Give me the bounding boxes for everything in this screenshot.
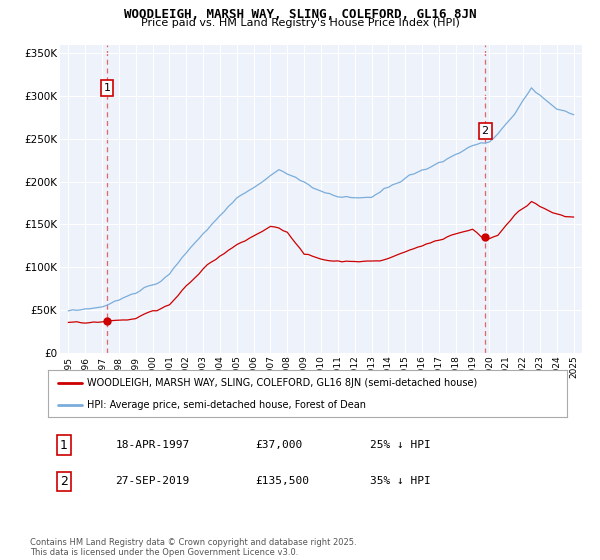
- Text: £135,500: £135,500: [256, 477, 310, 486]
- Text: 1: 1: [104, 83, 110, 93]
- Text: Contains HM Land Registry data © Crown copyright and database right 2025.
This d: Contains HM Land Registry data © Crown c…: [30, 538, 356, 557]
- Text: WOODLEIGH, MARSH WAY, SLING, COLEFORD, GL16 8JN (semi-detached house): WOODLEIGH, MARSH WAY, SLING, COLEFORD, G…: [87, 378, 477, 388]
- Text: 35% ↓ HPI: 35% ↓ HPI: [370, 477, 431, 486]
- Text: HPI: Average price, semi-detached house, Forest of Dean: HPI: Average price, semi-detached house,…: [87, 400, 366, 410]
- Text: 27-SEP-2019: 27-SEP-2019: [115, 477, 190, 486]
- Text: 18-APR-1997: 18-APR-1997: [115, 440, 190, 450]
- Text: 25% ↓ HPI: 25% ↓ HPI: [370, 440, 431, 450]
- Text: Price paid vs. HM Land Registry's House Price Index (HPI): Price paid vs. HM Land Registry's House …: [140, 18, 460, 28]
- Text: 2: 2: [59, 475, 68, 488]
- Text: £37,000: £37,000: [256, 440, 303, 450]
- Text: WOODLEIGH, MARSH WAY, SLING, COLEFORD, GL16 8JN: WOODLEIGH, MARSH WAY, SLING, COLEFORD, G…: [124, 8, 476, 21]
- Text: 2: 2: [482, 126, 489, 136]
- Text: 1: 1: [59, 438, 68, 451]
